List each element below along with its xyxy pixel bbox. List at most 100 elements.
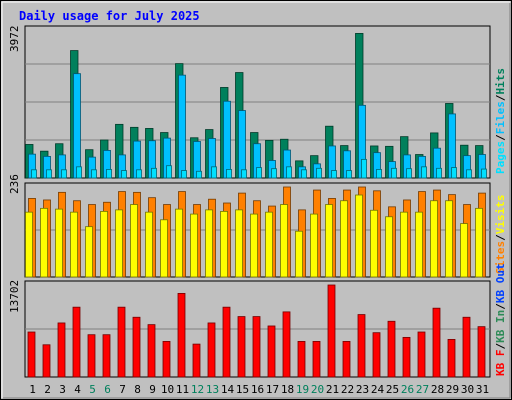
- bar-kb-f-day-8: [132, 316, 141, 378]
- x-tick-label: 7: [119, 383, 126, 396]
- bar-pages-day-23: [361, 158, 367, 179]
- x-tick-label: 17: [266, 383, 279, 396]
- bar-visits-day-2: [40, 207, 48, 278]
- bar-kb-f-day-30: [462, 316, 471, 378]
- x-tick-label: 11: [176, 383, 189, 396]
- panel-middle: [24, 182, 491, 278]
- bar-kb-f-day-1: [27, 331, 36, 378]
- bar-visits-day-30: [460, 223, 468, 278]
- bar-kb-f-day-20: [312, 341, 321, 378]
- bottom-ymax-label: 13702: [8, 280, 21, 313]
- legend-visits: Visits: [494, 195, 507, 235]
- bar-visits-day-13: [205, 209, 213, 278]
- bar-visits-day-1: [25, 211, 33, 278]
- bar-kb-f-day-13: [207, 322, 216, 378]
- bar-kb-f-day-9: [147, 324, 156, 378]
- bar-pages-day-29: [451, 167, 457, 179]
- bar-kb-f-day-22: [342, 341, 351, 378]
- bar-kb-f-day-27: [417, 331, 426, 378]
- bar-kb-f-day-2: [42, 344, 51, 378]
- bar-kb-f-day-12: [192, 343, 201, 378]
- bar-kb-f-day-15: [237, 316, 246, 378]
- bar-kb-f-day-7: [117, 306, 126, 378]
- bar-pages-day-18: [286, 166, 292, 179]
- bar-visits-day-19: [295, 230, 303, 278]
- bar-pages-day-9: [151, 167, 157, 179]
- bar-files-day-4: [73, 73, 81, 179]
- bar-visits-day-17: [265, 211, 273, 278]
- x-tick-label: 16: [251, 383, 264, 396]
- x-tick-label: 26: [401, 383, 414, 396]
- bar-visits-day-3: [55, 208, 63, 278]
- bar-pages-day-12: [196, 170, 202, 179]
- x-tick-label: 25: [386, 383, 399, 396]
- x-axis-ticks: 1 2 3 4 5 6 7 8 9 10 11 12 13 14 15 16 17 18 19 20 21 22 23 24 2…: [29, 383, 489, 396]
- bar-pages-day-27: [421, 166, 427, 179]
- bar-kb-f-day-26: [402, 336, 411, 378]
- panel-bottom: [24, 280, 491, 378]
- legend-sites: Sites: [494, 241, 507, 274]
- x-tick-label: 18: [281, 383, 294, 396]
- bar-visits-day-31: [475, 207, 483, 278]
- x-tick-label: 24: [371, 383, 385, 396]
- bar-pages-day-8: [136, 169, 142, 179]
- bar-kb-f-day-4: [72, 306, 81, 378]
- x-tick-label: 13: [206, 383, 219, 396]
- bar-kb-f-day-5: [87, 334, 96, 378]
- bar-pages-day-2: [46, 169, 52, 179]
- bar-visits-day-25: [385, 216, 393, 278]
- x-tick-label: 27: [416, 383, 429, 396]
- bar-pages-day-1: [31, 169, 37, 179]
- bar-pages-day-24: [376, 169, 382, 179]
- bar-kb-f-day-16: [252, 316, 261, 378]
- bar-pages-day-13: [211, 166, 217, 179]
- chart-title: Daily usage for July 2025: [19, 9, 200, 23]
- legend-kbf: KB F: [494, 350, 507, 377]
- x-tick-label: 30: [461, 383, 474, 396]
- x-tick-label: 29: [446, 383, 459, 396]
- bar-kb-f-day-17: [267, 325, 276, 378]
- bar-pages-day-20: [316, 167, 322, 179]
- bar-pages-day-21: [331, 170, 337, 179]
- bar-visits-day-9: [145, 211, 153, 278]
- middle-ymax-label: 236: [8, 174, 21, 194]
- bar-visits-day-15: [235, 209, 243, 278]
- x-tick-label: 10: [161, 383, 174, 396]
- top-legend: Pages/Files/Hits: [494, 68, 507, 174]
- bar-visits-day-11: [175, 208, 183, 278]
- x-tick-label: 3: [59, 383, 66, 396]
- bar-kb-f-day-23: [357, 314, 366, 378]
- x-tick-label: 22: [341, 383, 354, 396]
- x-tick-label: 1: [29, 383, 36, 396]
- x-tick-label: 6: [104, 383, 111, 396]
- x-tick-label: 28: [431, 383, 444, 396]
- bar-visits-day-29: [445, 200, 453, 278]
- x-tick-label: 23: [356, 383, 369, 396]
- bar-visits-day-24: [370, 209, 378, 278]
- x-tick-label: 9: [149, 383, 156, 396]
- bar-visits-day-4: [70, 211, 78, 278]
- x-tick-label: 20: [311, 383, 324, 396]
- x-tick-label: 8: [134, 383, 141, 396]
- bar-visits-day-16: [250, 213, 258, 278]
- bar-pages-day-15: [241, 169, 247, 179]
- bar-visits-day-27: [415, 211, 423, 278]
- legend-pages: Pages: [494, 141, 507, 174]
- bar-kb-f-day-24: [372, 332, 381, 378]
- middle-legend: Sites/Visits: [494, 195, 507, 275]
- x-tick-label: 14: [221, 383, 235, 396]
- x-tick-label: 31: [476, 383, 489, 396]
- bar-pages-day-10: [166, 165, 172, 179]
- bar-pages-day-16: [256, 167, 262, 179]
- bar-visits-day-23: [355, 194, 363, 278]
- bar-visits-day-22: [340, 200, 348, 278]
- bar-pages-day-6: [106, 169, 112, 179]
- bar-visits-day-26: [400, 211, 408, 278]
- bar-kb-f-day-18: [282, 311, 291, 378]
- x-tick-label: 15: [236, 383, 249, 396]
- x-tick-label: 19: [296, 383, 309, 396]
- bar-visits-day-10: [160, 219, 168, 278]
- bar-kb-f-day-29: [447, 338, 456, 378]
- bar-pages-day-28: [436, 167, 442, 179]
